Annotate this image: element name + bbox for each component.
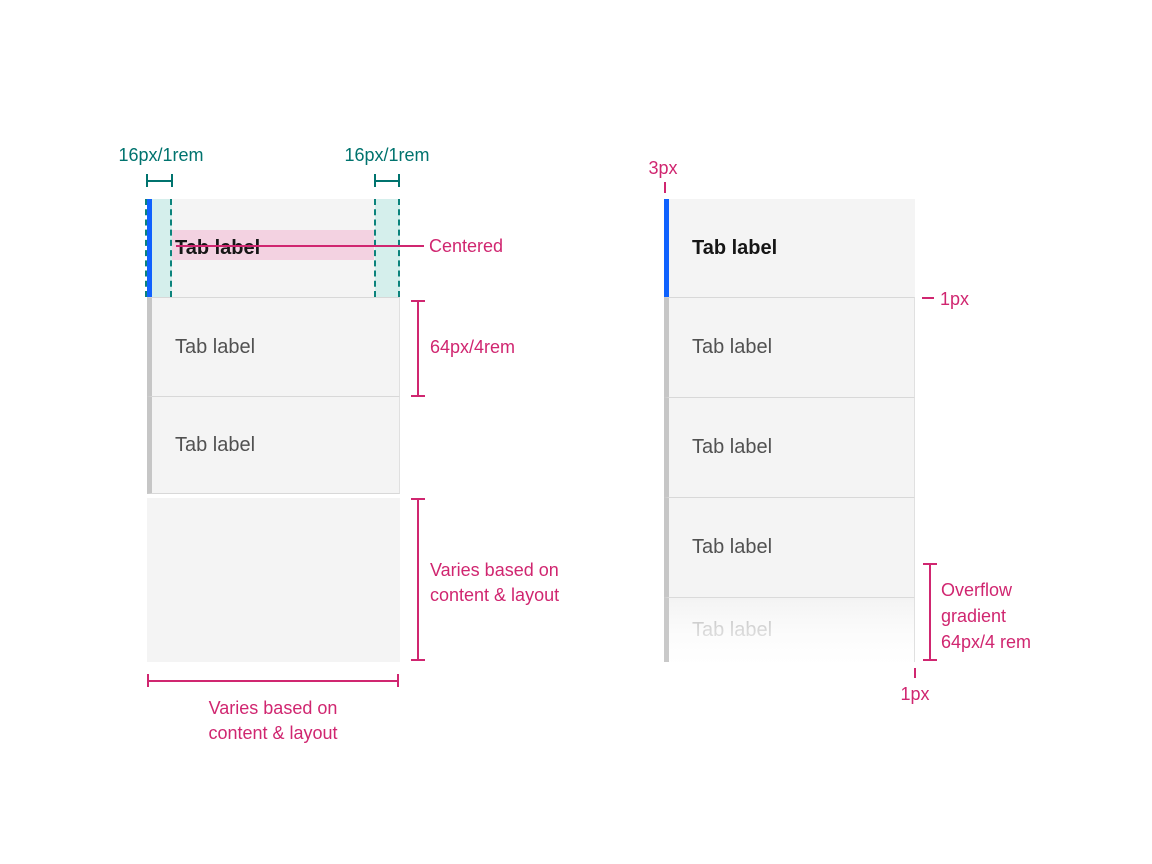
tab-height-bracket: [411, 300, 425, 397]
bracket-tick: [411, 659, 425, 661]
padding-overlay-left: [152, 199, 172, 297]
bracket-line: [929, 563, 931, 661]
tab-label: Tab label: [692, 336, 773, 358]
tab-item-selected[interactable]: Tab label: [664, 199, 915, 297]
padding-guide-left-outer: [145, 199, 147, 297]
bracket-line: [376, 179, 398, 182]
padding-right-label: 16px/1rem: [344, 145, 430, 165]
tab-label: Tab label: [692, 436, 773, 458]
centered-pointer-line: [176, 245, 424, 247]
panel-height-bracket: [411, 498, 425, 661]
tab-item[interactable]: Tab label: [147, 297, 400, 396]
bracket-tick: [923, 659, 937, 661]
width-bracket: [147, 674, 399, 687]
border-width-tick: [664, 182, 666, 193]
padding-right-bracket: [374, 174, 400, 187]
overflow-gradient-bracket: [923, 563, 937, 661]
tab-list-left: Tab label Tab label Tab label: [145, 199, 400, 494]
tab-label: Tab label: [692, 536, 773, 558]
padding-left-label: 16px/1rem: [118, 145, 204, 165]
padding-overlay-right: [375, 199, 400, 297]
content-panel: [147, 498, 400, 662]
overflow-gradient-label: Overflow gradient 64px/4 rem: [941, 580, 1032, 652]
bracket-line: [148, 179, 171, 182]
tab-item[interactable]: Tab label: [664, 297, 915, 397]
padding-left-bracket: [146, 174, 173, 187]
tab-label: Tab label: [175, 335, 256, 358]
bracket-tick: [411, 395, 425, 397]
tab-item[interactable]: Tab label: [664, 397, 915, 497]
tab-label: Tab label: [175, 236, 261, 259]
divider-label: 1px: [940, 289, 970, 309]
tab-label: Tab label: [175, 433, 256, 456]
width-label: Varies based on content & layout: [208, 698, 338, 743]
tab-item-selected[interactable]: Tab label: [145, 199, 400, 297]
panel-height-label: Varies based on content & layout: [430, 560, 560, 605]
bracket-line: [417, 300, 419, 397]
tab-label: Tab label: [692, 236, 778, 259]
padding-guide-right-inner: [374, 199, 376, 297]
overflow-tab-inner: Tab label: [669, 598, 914, 662]
tab-label: Tab label: [692, 618, 773, 641]
bracket-line: [417, 498, 419, 661]
padding-guide-left-inner: [170, 199, 172, 297]
tab-list-right: Tab label Tab label Tab label Tab label …: [664, 199, 915, 662]
tab-height-label: 64px/4rem: [430, 337, 516, 357]
tab-item[interactable]: Tab label: [664, 497, 915, 597]
centered-label: Centered: [429, 236, 504, 256]
tab-item[interactable]: Tab label: [147, 396, 400, 494]
bracket-line: [149, 679, 397, 682]
tab-item-overflow[interactable]: Tab label: [664, 597, 915, 662]
divider-pointer-dash: [922, 297, 934, 299]
padding-guide-right-outer: [398, 199, 400, 297]
border-width-label: 3px: [648, 158, 678, 178]
bottom-divider-label: 1px: [900, 684, 930, 704]
bottom-divider-tick: [914, 668, 916, 678]
